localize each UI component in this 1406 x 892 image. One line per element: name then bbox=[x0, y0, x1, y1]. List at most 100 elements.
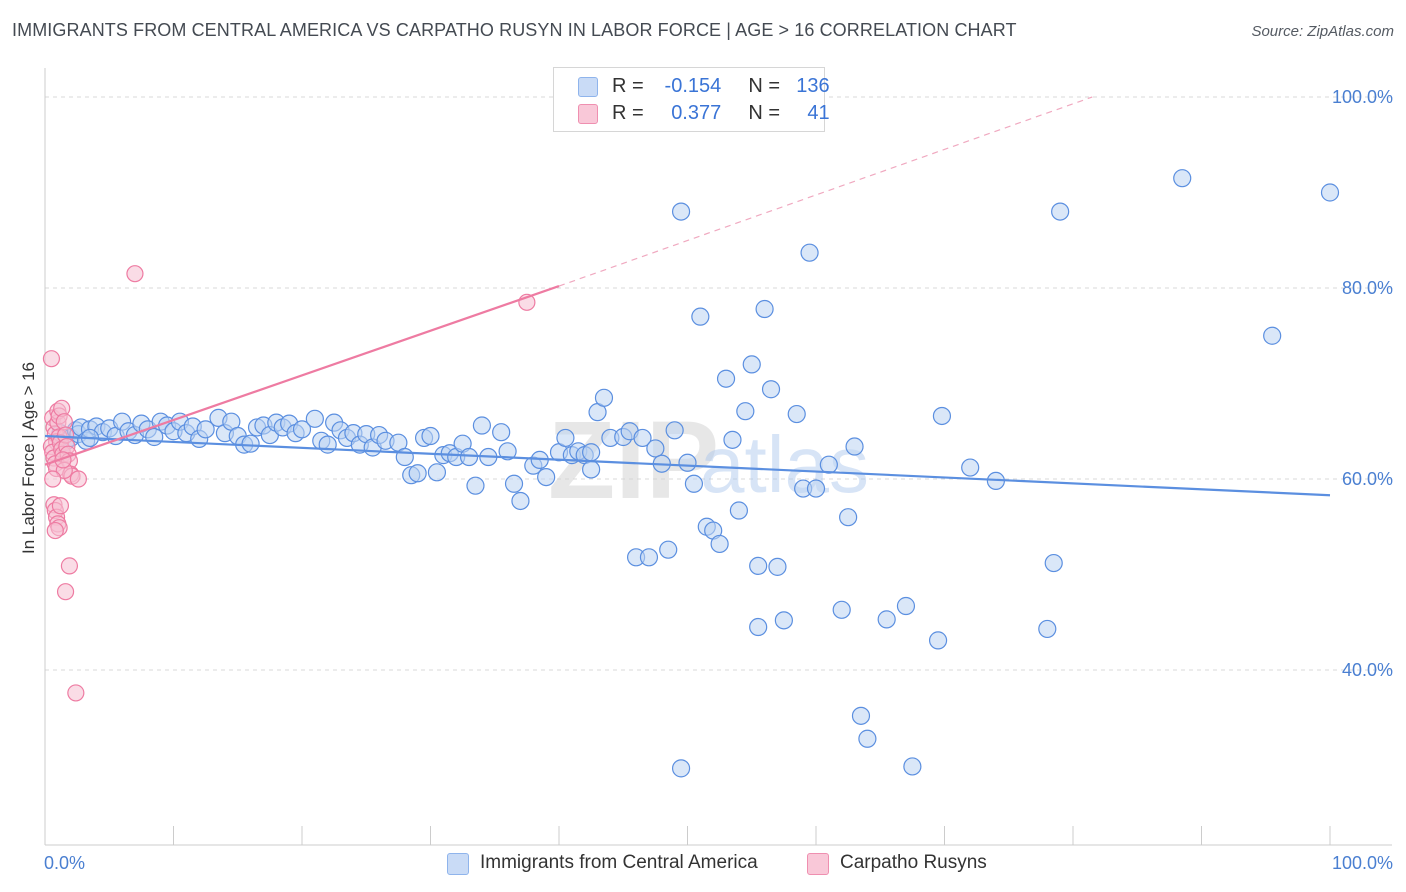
point-central-america bbox=[768, 557, 787, 576]
point-central-america bbox=[932, 406, 952, 426]
trend-line-carpatho-rusyns bbox=[44, 285, 560, 466]
point-carpatho-rusyn bbox=[60, 557, 79, 575]
point-central-america bbox=[742, 355, 761, 374]
legend-swatch-pink bbox=[578, 104, 598, 124]
trend-line-central-america bbox=[44, 434, 1331, 497]
point-central-america bbox=[305, 409, 324, 428]
point-central-america bbox=[421, 426, 440, 446]
point-central-america bbox=[408, 464, 427, 483]
point-central-america bbox=[877, 610, 896, 629]
point-central-america bbox=[903, 757, 922, 776]
point-central-america bbox=[1320, 183, 1340, 202]
point-central-america bbox=[800, 243, 819, 262]
bottom-legend-label: Immigrants from Central America bbox=[480, 852, 758, 873]
point-central-america bbox=[292, 420, 312, 439]
legend-n-value: 136 bbox=[796, 75, 830, 97]
legend-n-value: 41 bbox=[807, 102, 830, 124]
point-central-america bbox=[511, 491, 530, 511]
point-central-america bbox=[736, 402, 755, 421]
point-central-america bbox=[639, 548, 659, 567]
point-central-america bbox=[537, 467, 556, 487]
point-central-america bbox=[716, 369, 736, 388]
x-tick-label: 0.0% bbox=[44, 853, 85, 873]
point-central-america bbox=[318, 435, 337, 454]
point-central-america bbox=[646, 439, 665, 458]
chart-title: IMMIGRANTS FROM CENTRAL AMERICA VS CARPA… bbox=[12, 20, 1017, 40]
legend-r-value: -0.154 bbox=[664, 75, 722, 97]
legend-swatch-blue bbox=[578, 77, 598, 97]
y-tick-label: 100.0% bbox=[1332, 87, 1393, 107]
point-central-america bbox=[498, 442, 517, 461]
point-central-america bbox=[774, 611, 793, 630]
point-central-america bbox=[819, 455, 838, 474]
point-central-america bbox=[582, 460, 601, 479]
point-central-america bbox=[806, 479, 826, 498]
point-central-america bbox=[459, 447, 479, 467]
legend-n-label: N = bbox=[748, 75, 781, 97]
point-central-america bbox=[556, 428, 575, 448]
point-central-america bbox=[492, 423, 511, 442]
point-central-america bbox=[504, 474, 524, 493]
bottom-legend-label: Carpatho Rusyns bbox=[840, 852, 987, 873]
series-central-america bbox=[51, 169, 1340, 778]
point-carpatho-rusyn bbox=[126, 265, 144, 283]
point-central-america bbox=[582, 443, 601, 462]
point-central-america bbox=[729, 501, 749, 520]
gridlines bbox=[45, 96, 1392, 671]
point-central-america bbox=[678, 453, 697, 472]
point-central-america bbox=[832, 600, 851, 619]
point-central-america bbox=[241, 434, 260, 453]
point-central-america bbox=[749, 556, 768, 576]
point-central-america bbox=[466, 476, 485, 495]
point-central-america bbox=[858, 729, 877, 748]
point-carpatho-rusyn bbox=[67, 684, 85, 702]
point-central-america bbox=[665, 421, 684, 440]
point-central-america bbox=[684, 474, 704, 493]
y-tick-label: 40.0% bbox=[1342, 660, 1393, 680]
point-central-america bbox=[633, 428, 652, 448]
point-central-america bbox=[1051, 202, 1070, 221]
point-central-america bbox=[594, 388, 614, 407]
bottom-legend-swatch-blue bbox=[447, 853, 469, 875]
point-carpatho-rusyn bbox=[51, 497, 70, 515]
point-central-america bbox=[851, 706, 871, 725]
point-carpatho-rusyn bbox=[56, 583, 75, 601]
legend-n-label: N = bbox=[748, 102, 781, 124]
x-tick-label: 100.0% bbox=[1332, 853, 1393, 873]
point-central-america bbox=[691, 307, 710, 326]
point-central-america bbox=[761, 380, 781, 399]
point-central-america bbox=[928, 631, 948, 650]
point-central-america bbox=[427, 463, 447, 482]
point-central-america bbox=[749, 617, 768, 637]
x-tick-labels: 0.0% 100.0% bbox=[44, 853, 1393, 873]
point-carpatho-rusyn bbox=[46, 521, 64, 540]
legend-r-label: R = bbox=[612, 75, 644, 97]
y-axis-label: In Labor Force | Age > 16 bbox=[19, 362, 38, 554]
legend-r-value: 0.377 bbox=[671, 102, 722, 124]
legend-text: R = -0.154 N = 136 bbox=[612, 75, 830, 98]
bottom-legend-swatch-pink bbox=[807, 853, 829, 875]
scatter-points bbox=[42, 169, 1340, 778]
y-tick-label: 60.0% bbox=[1342, 469, 1393, 489]
point-central-america bbox=[896, 596, 916, 616]
point-central-america bbox=[755, 299, 774, 319]
point-central-america bbox=[395, 447, 414, 467]
correlation-legend: R = -0.154 N = 136 R = 0.377 N = 41 bbox=[553, 67, 830, 132]
point-central-america bbox=[839, 508, 858, 527]
point-central-america bbox=[671, 202, 691, 221]
point-central-america bbox=[1038, 619, 1057, 639]
trend-lines bbox=[44, 96, 1331, 497]
point-carpatho-rusyn bbox=[44, 470, 62, 488]
point-central-america bbox=[961, 458, 980, 477]
point-central-america bbox=[787, 404, 806, 424]
source-label: Source: ZipAtlas.com bbox=[1251, 23, 1394, 40]
legend-r-label: R = bbox=[612, 102, 644, 124]
point-central-america bbox=[1173, 169, 1192, 188]
legend-text: R = 0.377 N = 41 bbox=[612, 102, 830, 125]
point-central-america bbox=[659, 540, 678, 559]
y-tick-label: 80.0% bbox=[1342, 278, 1393, 298]
point-central-america bbox=[1044, 553, 1063, 573]
point-central-america bbox=[472, 416, 491, 435]
point-carpatho-rusyn bbox=[42, 350, 61, 368]
